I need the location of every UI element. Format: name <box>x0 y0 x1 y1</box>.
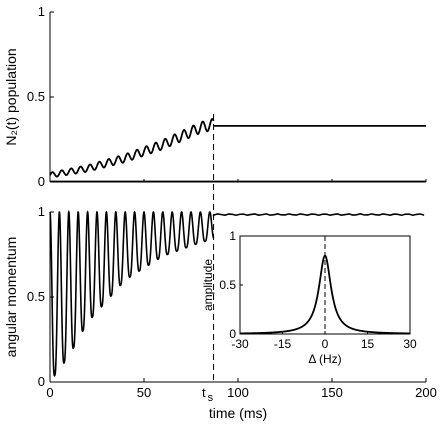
inset-x-tick-label: 30 <box>403 337 417 351</box>
y-tick-label: 0.5 <box>27 89 45 104</box>
inset-amplitude-line <box>239 254 411 335</box>
inset-y-tick-label: 1 <box>229 229 236 243</box>
x-tick-label: 50 <box>137 385 151 400</box>
inset-x-tick-label: 0 <box>322 337 329 351</box>
inset-x-label: Δ (Hz) <box>308 352 341 366</box>
y-tick-label: 1 <box>38 4 45 19</box>
inset-x-tick-label: -15 <box>274 337 292 351</box>
inset-panel: 0 0.5 1 -30 -15 0 15 30 amplitude Δ (Hz) <box>201 229 417 366</box>
bottom-x-label: time (ms) <box>209 405 267 421</box>
x-tick-label: 0 <box>46 385 53 400</box>
y-tick-label: 0.5 <box>27 289 45 304</box>
inset-y-label: amplitude <box>201 259 215 311</box>
y-tick-label: 1 <box>38 204 45 219</box>
inset-y-tick-label: 0.5 <box>219 278 236 292</box>
axis-labels: t s N₂(t) population angular momentum time (… <box>3 48 267 421</box>
x-tick-label: 100 <box>227 385 249 400</box>
top-panel: 00.51 <box>27 4 427 189</box>
population-series-line <box>49 118 426 178</box>
y-tick-label: 0 <box>38 374 45 389</box>
x-tick-label: 200 <box>415 385 437 400</box>
inset-x-tick-label: -30 <box>231 337 249 351</box>
ts-annotation-subscript: s <box>208 392 214 404</box>
inset-y-tick-label: 0 <box>229 327 236 341</box>
y-tick-label: 0 <box>38 174 45 189</box>
angular-momentum-series-line <box>49 209 425 377</box>
bottom-panel: 00.510 50 100 150 200 <box>27 204 437 400</box>
inset-x-tick-label: 15 <box>361 337 375 351</box>
top-y-label: N₂(t) population <box>3 48 19 145</box>
x-tick-label: 150 <box>321 385 343 400</box>
bottom-y-label: angular momentum <box>3 237 19 358</box>
